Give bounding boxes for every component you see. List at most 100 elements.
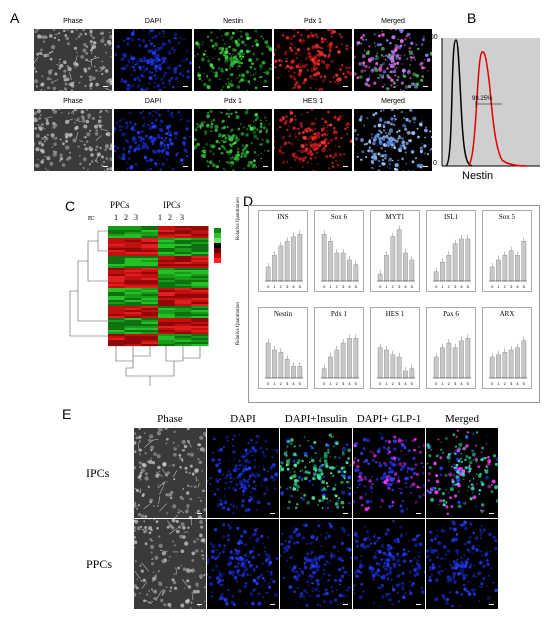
heatmap-cell	[141, 276, 159, 279]
heatmap-cell	[191, 330, 209, 333]
heatmap-cell	[108, 336, 126, 339]
heatmap-cell	[141, 258, 159, 261]
heatmap-cell	[108, 320, 126, 323]
heatmap-cell	[141, 248, 159, 251]
heatmap-cell	[174, 284, 192, 287]
heatmap-cell	[108, 240, 126, 243]
heatmap-cell	[174, 268, 192, 271]
bar	[334, 252, 340, 282]
bar-tick-label: 0	[379, 381, 382, 386]
bar-tick-label: 1	[273, 381, 276, 386]
heatmap-cell	[158, 334, 176, 337]
bar-tick-label: 4	[404, 284, 407, 289]
heatmap-cell	[108, 306, 126, 309]
panel-a-caption-r2-c4: HES 1	[302, 98, 324, 105]
panel-e-row-ppcs: PPCs	[86, 557, 113, 571]
bar	[390, 354, 396, 379]
heatmap-cell	[158, 266, 176, 269]
micrograph-svg	[114, 109, 192, 171]
heatmap-cell	[191, 284, 209, 287]
panel-b-histogram: 100 0 98.25%	[426, 34, 542, 170]
bar-tick-label: 0	[267, 381, 270, 386]
heatmap-cell	[108, 278, 126, 281]
heatmap-cell	[141, 330, 159, 333]
heatmap-cell	[191, 344, 209, 347]
micrograph-svg	[194, 29, 272, 91]
heatmap-cell	[158, 298, 176, 301]
heatmap-cell	[191, 280, 209, 283]
heatmap-cell	[158, 292, 176, 295]
heatmap-cell	[141, 260, 159, 263]
heatmap-cell	[108, 268, 126, 271]
heatmap-cell	[141, 290, 159, 293]
heatmap-cell	[124, 244, 142, 247]
micrograph-svg	[274, 29, 352, 91]
heatmap-cell	[141, 324, 159, 327]
panel-a-image-r1-c3	[194, 29, 272, 91]
bar-tick-label: 5	[299, 284, 302, 289]
heatmap-cell	[158, 314, 176, 317]
histogram-svg	[441, 38, 540, 167]
heatmap-cell	[174, 310, 192, 313]
panel-d-ylabel-top: Relative Quantitation	[236, 197, 241, 240]
bar-tick-label: 0	[491, 284, 494, 289]
bar-tick-label: 4	[516, 381, 519, 386]
heatmap-cell	[141, 234, 159, 237]
heatmap-cell	[124, 282, 142, 285]
heatmap-cell	[108, 322, 126, 325]
bar	[340, 342, 346, 379]
heatmap-cell	[191, 316, 209, 319]
heatmap-cell	[158, 234, 176, 237]
heatmap-cell	[108, 252, 126, 255]
bar-tick-label: 0	[323, 284, 326, 289]
bar	[502, 255, 508, 282]
heatmap-cell	[108, 236, 126, 239]
bar-tick-label: 5	[467, 381, 470, 386]
heatmap-cell	[191, 290, 209, 293]
bar-tick-label: 0	[323, 381, 326, 386]
heatmap-cell	[174, 308, 192, 311]
bar-tick-label: 1	[497, 284, 500, 289]
heatmap-cell	[174, 342, 192, 345]
bar	[452, 347, 458, 379]
bar-tick-label: 3	[398, 284, 401, 289]
heatmap-cell	[158, 250, 176, 253]
heatmap-cell	[158, 316, 176, 319]
heatmap-cell	[174, 266, 192, 269]
heatmap-cell	[191, 332, 209, 335]
heatmap-cell	[191, 228, 209, 231]
heatmap-cell	[174, 326, 192, 329]
bar-tick-label: 3	[286, 284, 289, 289]
bar-chart-nestin: Nestin 0 1 2 3 4 5	[258, 307, 308, 389]
heatmap-cell	[124, 270, 142, 273]
heatmap-cell	[174, 244, 192, 247]
bar-tick-label: 3	[510, 381, 513, 386]
heatmap-cell	[191, 268, 209, 271]
heatmap-cell	[141, 296, 159, 299]
heatmap-cell	[191, 320, 209, 323]
heatmap-cell	[158, 310, 176, 313]
heatmap-cell	[108, 334, 126, 337]
panel-a-caption-r1-c3: Nestin	[223, 18, 243, 25]
heatmap-cell	[191, 242, 209, 245]
heatmap-cell	[108, 290, 126, 293]
heatmap-cell	[158, 338, 176, 341]
bar	[502, 352, 508, 379]
bar	[508, 349, 514, 379]
bar-tick-label: 4	[348, 284, 351, 289]
bar	[347, 259, 352, 282]
panel-a-image-r1-c5	[354, 29, 432, 91]
heatmap-n-label: n:	[88, 213, 95, 222]
heatmap-cell	[158, 300, 176, 303]
bar-tick-label: 2	[336, 284, 339, 289]
heatmap-col-label-2: 2	[124, 213, 128, 222]
histogram-percent: 98.25%	[472, 96, 493, 102]
heatmap-cell	[124, 326, 142, 329]
bar-tick-label: 5	[355, 284, 358, 289]
heatmap-cell	[108, 284, 126, 287]
heatmap-cell	[141, 298, 159, 301]
heatmap-legend-swatch	[214, 238, 221, 243]
heatmap-cell	[124, 308, 142, 311]
heatmap-cell	[141, 278, 159, 281]
